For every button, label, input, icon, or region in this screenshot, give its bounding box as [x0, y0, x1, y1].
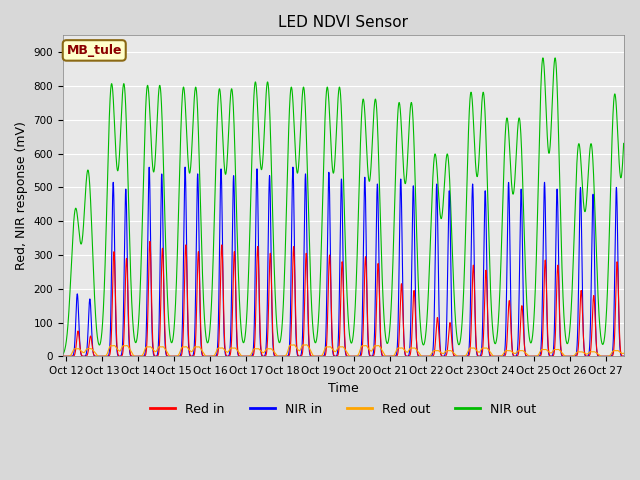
X-axis label: Time: Time [328, 382, 358, 395]
Text: MB_tule: MB_tule [67, 44, 122, 57]
Legend: Red in, NIR in, Red out, NIR out: Red in, NIR in, Red out, NIR out [145, 398, 541, 420]
Title: LED NDVI Sensor: LED NDVI Sensor [278, 15, 408, 30]
Y-axis label: Red, NIR response (mV): Red, NIR response (mV) [15, 121, 28, 270]
